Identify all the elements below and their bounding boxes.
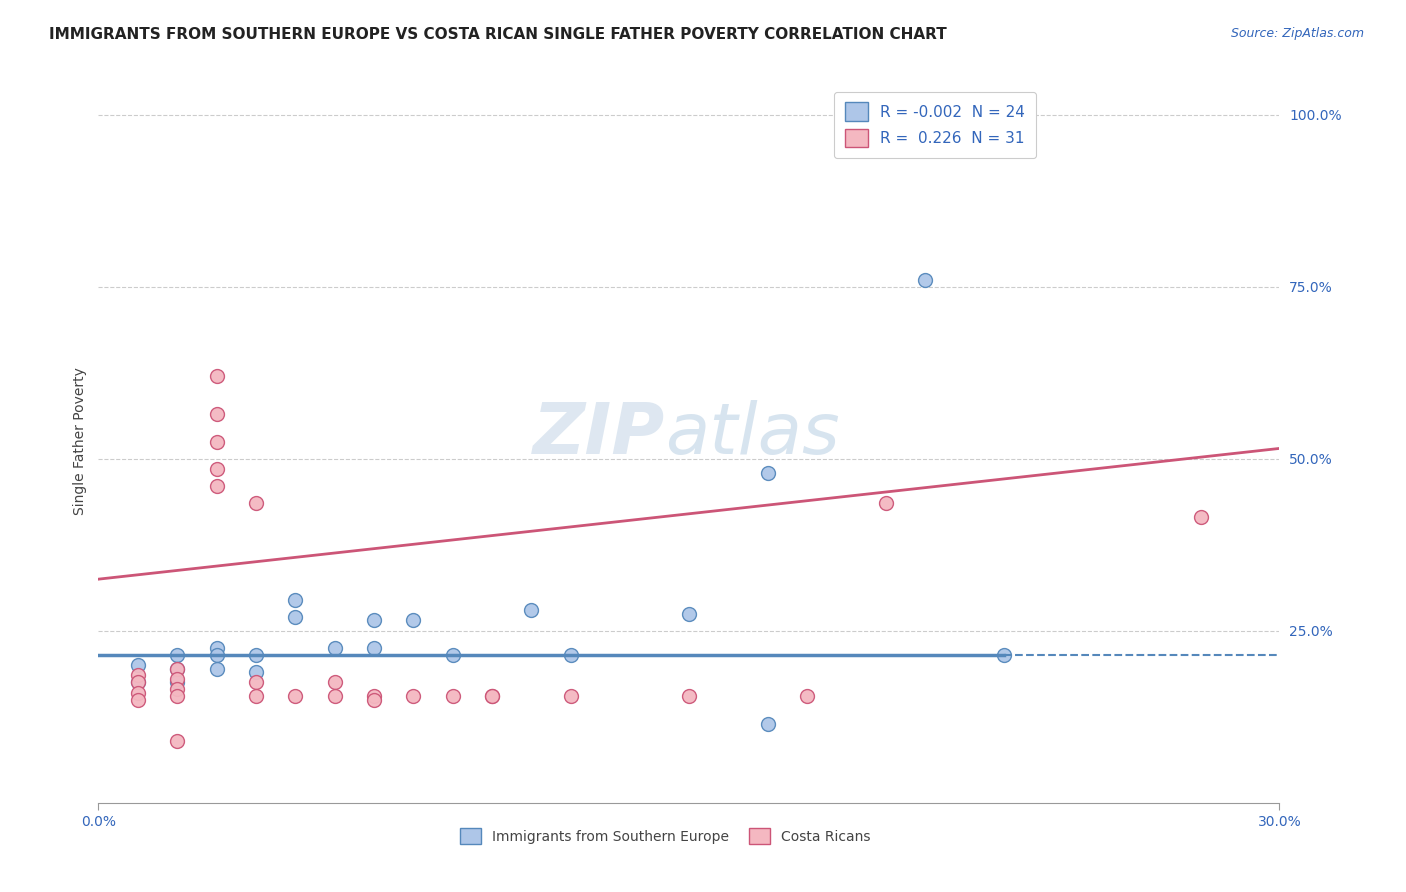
- Point: [993, 648, 1015, 662]
- Point: [284, 610, 307, 624]
- Point: [205, 462, 228, 476]
- Point: [875, 496, 897, 510]
- Point: [245, 496, 267, 510]
- Point: [481, 689, 503, 703]
- Point: [127, 686, 149, 700]
- Point: [284, 689, 307, 703]
- Point: [402, 614, 425, 628]
- Point: [205, 640, 228, 655]
- Point: [363, 614, 385, 628]
- Point: [756, 466, 779, 480]
- Point: [481, 689, 503, 703]
- Point: [127, 675, 149, 690]
- Point: [323, 640, 346, 655]
- Point: [284, 592, 307, 607]
- Point: [441, 689, 464, 703]
- Text: Source: ZipAtlas.com: Source: ZipAtlas.com: [1230, 27, 1364, 40]
- Point: [323, 689, 346, 703]
- Point: [245, 675, 267, 690]
- Point: [127, 658, 149, 673]
- Point: [245, 648, 267, 662]
- Point: [245, 689, 267, 703]
- Point: [127, 675, 149, 690]
- Point: [323, 675, 346, 690]
- Text: atlas: atlas: [665, 400, 839, 469]
- Point: [205, 648, 228, 662]
- Point: [756, 716, 779, 731]
- Point: [205, 407, 228, 421]
- Point: [205, 369, 228, 384]
- Point: [166, 672, 188, 686]
- Point: [363, 640, 385, 655]
- Text: IMMIGRANTS FROM SOUTHERN EUROPE VS COSTA RICAN SINGLE FATHER POVERTY CORRELATION: IMMIGRANTS FROM SOUTHERN EUROPE VS COSTA…: [49, 27, 948, 42]
- Point: [520, 603, 543, 617]
- Point: [127, 668, 149, 682]
- Point: [560, 648, 582, 662]
- Point: [166, 734, 188, 748]
- Y-axis label: Single Father Poverty: Single Father Poverty: [73, 368, 87, 516]
- Point: [127, 692, 149, 706]
- Point: [205, 434, 228, 449]
- Point: [166, 675, 188, 690]
- Point: [205, 662, 228, 676]
- Point: [678, 689, 700, 703]
- Point: [914, 273, 936, 287]
- Point: [560, 689, 582, 703]
- Point: [363, 692, 385, 706]
- Point: [1189, 510, 1212, 524]
- Point: [402, 689, 425, 703]
- Point: [363, 689, 385, 703]
- Point: [245, 665, 267, 679]
- Point: [205, 479, 228, 493]
- Point: [678, 607, 700, 621]
- Legend: Immigrants from Southern Europe, Costa Ricans: Immigrants from Southern Europe, Costa R…: [454, 822, 876, 850]
- Point: [166, 689, 188, 703]
- Text: ZIP: ZIP: [533, 400, 665, 469]
- Point: [166, 648, 188, 662]
- Point: [441, 648, 464, 662]
- Point: [166, 662, 188, 676]
- Point: [166, 682, 188, 697]
- Point: [796, 689, 818, 703]
- Point: [166, 662, 188, 676]
